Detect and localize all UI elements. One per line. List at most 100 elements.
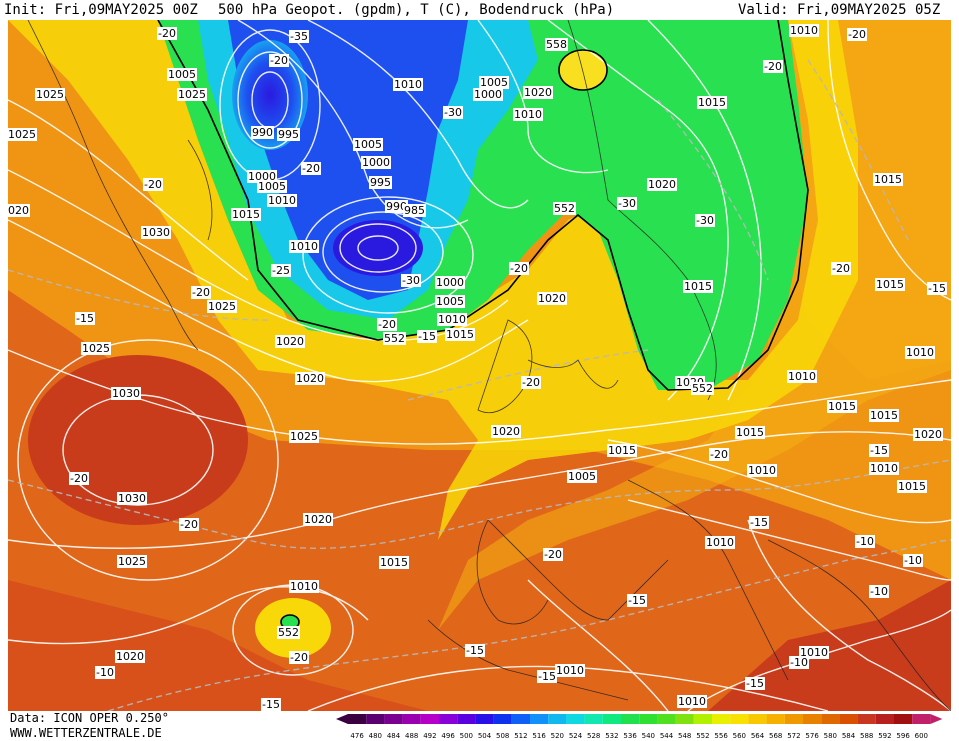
- valid-time: Valid: Fri,09MAY2025 05Z: [738, 2, 941, 18]
- pressure-label: 1020: [276, 335, 304, 348]
- pressure-label: 1000: [248, 170, 276, 183]
- label-box: [257, 180, 287, 193]
- label-box: [261, 698, 281, 711]
- label-box: [479, 76, 509, 89]
- label-box: [69, 472, 89, 485]
- legend-swatch: [439, 714, 458, 724]
- label-box: [417, 330, 437, 343]
- pressure-label: 1015: [828, 400, 856, 413]
- label-box: [157, 27, 177, 40]
- label-box: [435, 276, 465, 289]
- legend-value-label: 480: [369, 732, 382, 740]
- geopotential-label: 552: [384, 332, 405, 345]
- legend-swatch: [821, 714, 840, 724]
- label-box: [289, 240, 319, 253]
- pressure-label: 1010: [438, 313, 466, 326]
- pressure-label: 1010: [788, 370, 816, 383]
- label-box: [705, 536, 735, 549]
- label-box: [695, 214, 715, 227]
- label-box: [513, 108, 543, 121]
- pressure-label: 1000: [362, 156, 390, 169]
- label-box: [749, 516, 769, 529]
- temperature-label: -15: [538, 670, 556, 683]
- pressure-label: 1010: [870, 462, 898, 475]
- label-box: [177, 88, 207, 101]
- temperature-label: -20: [158, 27, 176, 40]
- label-box: [179, 518, 199, 531]
- legend-value-label: 572: [787, 732, 800, 740]
- legend-swatch: [384, 714, 403, 724]
- label-box: [567, 470, 597, 483]
- legend-swatch: [584, 714, 603, 724]
- temperature-label: -10: [856, 535, 874, 548]
- legend-value-label: 588: [860, 732, 873, 740]
- legend-value-label: 488: [405, 732, 418, 740]
- temperature-label: -20: [270, 54, 288, 67]
- pressure-label: 1025: [8, 128, 36, 141]
- label-box: [275, 335, 305, 348]
- label-box: [115, 650, 145, 663]
- label-box: [361, 156, 391, 169]
- pressure-label: 1005: [480, 76, 508, 89]
- label-box: [677, 695, 707, 708]
- legend-swatch: [657, 714, 676, 724]
- label-box: [683, 280, 713, 293]
- temperature-label: -30: [444, 106, 462, 119]
- geopotential-label: 558: [546, 38, 567, 51]
- label-box: [75, 312, 95, 325]
- yellow-cell-north: [559, 50, 607, 90]
- legend-value-label: 596: [896, 732, 910, 740]
- label-box: [927, 282, 947, 295]
- label-box: [869, 462, 899, 475]
- temperature-label: -20: [192, 286, 210, 299]
- legend-arrow-left: [336, 714, 348, 724]
- label-box: [697, 96, 727, 109]
- label-box: [627, 594, 647, 607]
- pressure-label: 1010: [800, 646, 828, 659]
- legend-swatch: [712, 714, 731, 724]
- temperature-label: -35: [290, 30, 308, 43]
- temperature-label: -20: [70, 472, 88, 485]
- label-box: [509, 262, 529, 275]
- label-box: [303, 513, 333, 526]
- label-box: [735, 426, 765, 439]
- label-box: [143, 178, 163, 191]
- legend-value-label: 492: [423, 732, 436, 740]
- temperature-label: -25: [272, 264, 290, 277]
- legend-swatch: [784, 714, 803, 724]
- temperature-label: -20: [290, 651, 308, 664]
- pressure-label: 1010: [790, 24, 818, 37]
- legend-swatch: [693, 714, 712, 724]
- legend-value-label: 516: [532, 732, 546, 740]
- temperature-label: -15: [870, 444, 888, 457]
- pressure-label: 1000: [474, 88, 502, 101]
- label-box: [117, 555, 147, 568]
- temperature-label: -10: [870, 585, 888, 598]
- website-label: WWW.WETTERZENTRALE.DE: [10, 726, 162, 740]
- legend-labels: 476 480 484 488 492 496 500 504 508 512 516 520 524 5…: [350, 732, 928, 740]
- label-box: [379, 556, 409, 569]
- label-box: [231, 208, 261, 221]
- label-box: [267, 194, 297, 207]
- legend-value-label: 556: [714, 732, 728, 740]
- pressure-label: 1015: [232, 208, 260, 221]
- temperature-label: -20: [378, 318, 396, 331]
- label-box: [747, 464, 777, 477]
- legend-value-label: 584: [842, 732, 856, 740]
- pressure-label: 1020: [648, 178, 676, 191]
- label-box: [869, 444, 889, 457]
- weather-map: 1005 1025 1025 020 990 995 1000 1005 101…: [8, 20, 951, 711]
- label-box: [207, 300, 237, 313]
- pressure-label: 1005: [354, 138, 382, 151]
- label-box: [377, 318, 397, 331]
- pressure-label: 1030: [142, 226, 170, 239]
- label-box: [289, 30, 309, 43]
- pressure-label: 1025: [178, 88, 206, 101]
- legend-value-label: 504: [478, 732, 492, 740]
- pressure-label: 1010: [906, 346, 934, 359]
- pressure-label: 1025: [118, 555, 146, 568]
- legend-swatch: [748, 714, 767, 724]
- label-box: [383, 332, 406, 345]
- label-box: [443, 106, 463, 119]
- label-box: [521, 376, 541, 389]
